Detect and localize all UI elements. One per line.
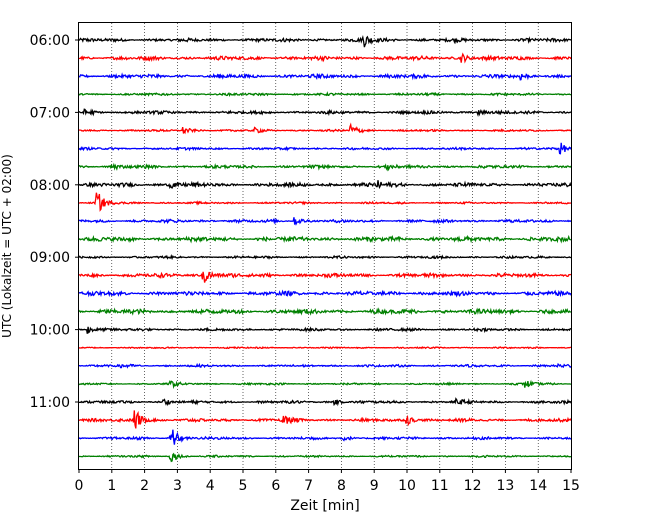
trace-0645 — [78, 91, 571, 97]
x-tick-label: 3 — [173, 478, 182, 494]
y-axis-label: UTC (Lokalzeit = UTC + 02:00) — [0, 154, 14, 338]
x-tick-label: 0 — [75, 478, 84, 494]
trace-0815 — [79, 192, 572, 212]
x-tick-label: 9 — [370, 478, 379, 494]
trace-1030 — [79, 362, 572, 369]
trace-1015 — [78, 346, 571, 350]
x-tick-label: 14 — [529, 478, 547, 494]
x-tick-label: 10 — [398, 478, 416, 494]
trace-0830 — [78, 217, 572, 226]
x-tick-label: 13 — [496, 478, 514, 494]
trace-0730 — [78, 142, 572, 155]
trace-1145 — [78, 452, 572, 463]
plot-frame — [78, 22, 572, 470]
trace-1115 — [79, 410, 572, 429]
trace-0845 — [78, 234, 572, 244]
x-tick-label: 1 — [107, 478, 116, 494]
y-tick-label: 08:00 — [30, 178, 70, 194]
trace-1045 — [78, 379, 572, 390]
x-tick-label: 7 — [304, 478, 313, 494]
trace-0600 — [78, 35, 572, 48]
trace-0700 — [78, 108, 572, 118]
grid-lines — [111, 23, 539, 469]
x-tick-label: 5 — [239, 478, 248, 494]
x-tick-label: 8 — [337, 478, 346, 494]
y-tick-label: 06:00 — [30, 33, 70, 49]
x-tick-label: 11 — [431, 478, 449, 494]
trace-0630 — [78, 72, 572, 81]
x-tick-label: 2 — [140, 478, 149, 494]
x-tick-label: 4 — [206, 478, 215, 494]
trace-0745 — [79, 162, 572, 172]
trace-0945 — [78, 307, 572, 316]
trace-0900 — [78, 254, 572, 261]
trace-0930 — [79, 289, 572, 298]
x-axis-label: Zeit [min] — [290, 498, 359, 514]
y-axis-ticks: 06:00 07:00 08:00 09:00 10:00 11:00 — [30, 33, 79, 411]
trace-0800 — [78, 180, 572, 190]
x-tick-label: 12 — [464, 478, 482, 494]
trace-1100 — [79, 397, 572, 407]
trace-1130 — [78, 429, 572, 445]
y-tick-label: 11:00 — [30, 395, 70, 411]
trace-0915 — [78, 270, 572, 283]
x-axis-ticks: 0 1 2 3 4 5 6 7 8 9 10 11 12 13 14 15 — [75, 469, 580, 494]
trace-0615 — [78, 52, 572, 64]
y-tick-label: 10:00 — [30, 323, 70, 339]
x-tick-label: 6 — [271, 478, 280, 494]
x-tick-label: 15 — [562, 478, 580, 494]
y-tick-label: 07:00 — [30, 105, 70, 121]
seismic-traces — [78, 35, 572, 463]
y-tick-label: 09:00 — [30, 250, 70, 266]
trace-0715 — [78, 122, 572, 135]
trace-1000 — [78, 326, 572, 334]
